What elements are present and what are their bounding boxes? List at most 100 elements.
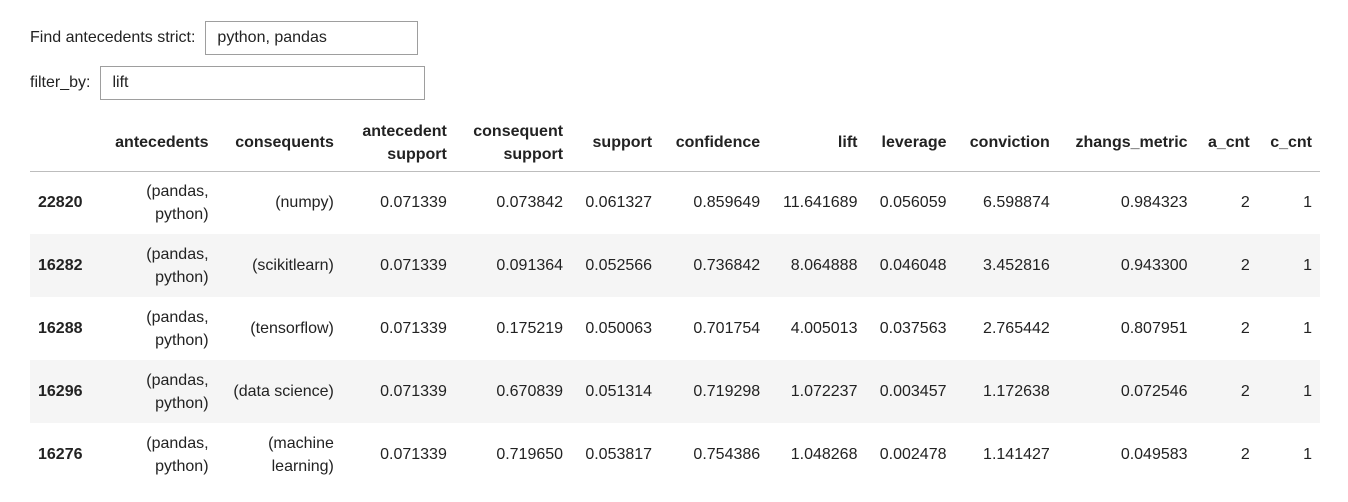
table-row: 16282 (pandas, python) (scikitlearn) 0.07133… <box>30 234 1320 297</box>
cell-antecedents: (pandas, python) <box>99 423 217 486</box>
cell-consequent-support: 0.175219 <box>496 320 564 337</box>
cell-a-cnt: 2 <box>1240 194 1250 212</box>
rules-dataframe: antecedents consequents antecedent support c… <box>30 115 1320 486</box>
cell-line: learning) <box>271 457 334 475</box>
column-header-a-cnt: a_cnt <box>1196 115 1258 171</box>
cell-consequents: (machine learning) <box>217 423 342 486</box>
cell-antecedent-support: 0.071339 <box>380 194 447 212</box>
column-header-consequent-support: consequent support <box>455 115 571 171</box>
column-header-line: support <box>387 145 447 163</box>
cell-confidence: 0.859649 <box>693 194 761 212</box>
cell-line: (data science) <box>233 383 334 400</box>
cell-consequents: (scikitlearn) <box>217 234 342 297</box>
cell-lift: 4.005013 <box>790 320 858 337</box>
cell-zhangs-metric: 0.807951 <box>1120 320 1188 337</box>
cell-a-cnt: 2 <box>1240 383 1250 400</box>
table-row: 22820 (pandas, python) (numpy) 0.071339 0.073… <box>30 171 1320 234</box>
table-row: 16296 (pandas, python) (data science) 0.0713… <box>30 360 1320 423</box>
cell-line: (pandas, <box>146 371 209 389</box>
cell-consequents: (numpy) <box>217 171 342 234</box>
cell-line: (pandas, <box>146 182 209 200</box>
cell-support: 0.053817 <box>585 446 653 463</box>
column-header-consequents: consequents <box>217 115 342 171</box>
cell-conviction: 3.452816 <box>983 257 1050 274</box>
cell-zhangs-metric: 0.943300 <box>1120 257 1188 274</box>
cell-leverage: 0.003457 <box>879 383 947 400</box>
cell-zhangs-metric: 0.049583 <box>1120 446 1188 463</box>
column-header-antecedents: antecedents <box>99 115 217 171</box>
cell-line: (pandas, <box>146 245 209 263</box>
column-header-conviction: conviction <box>954 115 1057 171</box>
cell-confidence: 0.736842 <box>693 257 761 274</box>
cell-leverage: 0.046048 <box>879 257 947 274</box>
column-header-line: a_cnt <box>1207 134 1250 152</box>
cell-line: (pandas, <box>146 434 209 452</box>
row-index: 16296 <box>38 383 83 400</box>
column-header-line: leverage <box>881 134 947 152</box>
cell-antecedents: (pandas, python) <box>99 171 217 234</box>
row-index: 22820 <box>38 194 83 212</box>
cell-line: (scikitlearn) <box>252 257 334 274</box>
table-row: 16276 (pandas, python) (machine learning) 0.0… <box>30 423 1320 486</box>
column-header-line: conviction <box>969 134 1050 152</box>
header-row: antecedents consequents antecedent support c… <box>30 115 1320 171</box>
cell-line: (tensorflow) <box>250 320 334 337</box>
cell-lift: 8.064888 <box>790 257 858 274</box>
cell-conviction: 1.141427 <box>983 446 1050 463</box>
column-header-line: support <box>592 134 653 152</box>
cell-antecedent-support: 0.071339 <box>380 320 447 337</box>
column-header-c-cnt: c_cnt <box>1258 115 1320 171</box>
row-index: 16288 <box>38 320 83 337</box>
column-header-line: lift <box>837 134 858 152</box>
cell-lift: 1.048268 <box>790 446 858 463</box>
cell-line: (pandas, <box>146 308 209 326</box>
column-header-line: antecedents <box>115 134 209 152</box>
cell-leverage: 0.037563 <box>879 320 947 337</box>
table-row: 16288 (pandas, python) (tensorflow) 0.071339… <box>30 297 1320 360</box>
row-index: 16276 <box>38 446 83 463</box>
cell-confidence: 0.719298 <box>693 383 761 400</box>
cell-line: (numpy) <box>275 194 334 212</box>
column-header-confidence: confidence <box>660 115 768 171</box>
index-header <box>30 115 99 171</box>
column-header-line: zhangs_metric <box>1075 134 1188 152</box>
cell-antecedent-support: 0.071339 <box>380 446 447 463</box>
cell-consequent-support: 0.073842 <box>496 194 564 212</box>
cell-support: 0.052566 <box>585 257 653 274</box>
cell-leverage: 0.002478 <box>879 446 947 463</box>
table-body: 22820 (pandas, python) (numpy) 0.071339 0.073… <box>30 171 1320 486</box>
cell-support: 0.051314 <box>585 383 653 400</box>
cell-line: python) <box>155 268 209 286</box>
cell-zhangs-metric: 0.072546 <box>1120 383 1188 400</box>
cell-consequents: (data science) <box>217 360 342 423</box>
cell-antecedents: (pandas, python) <box>99 360 217 423</box>
cell-antecedent-support: 0.071339 <box>380 257 447 274</box>
cell-line: python) <box>155 457 209 475</box>
row-index: 16282 <box>38 257 83 274</box>
cell-conviction: 2.765442 <box>983 320 1050 337</box>
cell-c-cnt: 1 <box>1303 383 1312 400</box>
cell-consequent-support: 0.091364 <box>496 257 564 274</box>
column-header-support: support <box>571 115 660 171</box>
antecedents-filter-row: Find antecedents strict: <box>30 21 419 55</box>
antecedents-input[interactable] <box>205 21 419 55</box>
cell-a-cnt: 2 <box>1240 446 1250 463</box>
cell-consequents: (tensorflow) <box>217 297 342 360</box>
column-header-line: support <box>503 145 564 163</box>
table-header: antecedents consequents antecedent support c… <box>30 115 1320 171</box>
filter-by-label: filter_by: <box>30 74 91 91</box>
cell-conviction: 6.598874 <box>983 194 1050 212</box>
cell-line: python) <box>155 331 209 349</box>
cell-line: python) <box>155 394 209 412</box>
cell-consequent-support: 0.719650 <box>496 446 564 463</box>
cell-consequent-support: 0.670839 <box>496 383 564 400</box>
filter-by-input[interactable] <box>100 66 426 100</box>
cell-a-cnt: 2 <box>1240 320 1250 337</box>
antecedents-filter-label: Find antecedents strict: <box>30 29 196 46</box>
column-header-line: consequents <box>235 134 334 152</box>
cell-confidence: 0.701754 <box>693 320 761 337</box>
cell-lift: 1.072237 <box>790 383 858 400</box>
cell-leverage: 0.056059 <box>879 194 947 212</box>
cell-confidence: 0.754386 <box>693 446 761 463</box>
cell-zhangs-metric: 0.984323 <box>1120 194 1188 212</box>
